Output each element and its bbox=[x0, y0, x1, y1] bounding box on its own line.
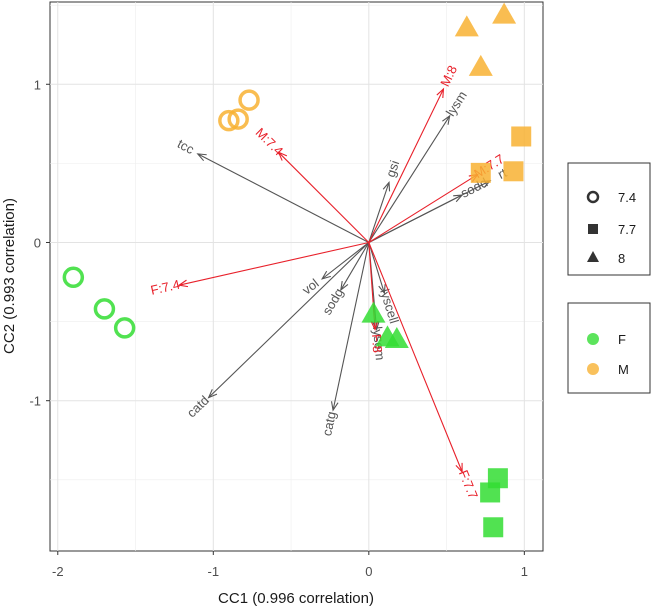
gray-vector-arrowhead bbox=[320, 270, 331, 280]
point-circle bbox=[227, 108, 249, 130]
red-vector-arrowhead bbox=[436, 87, 445, 99]
point-circle bbox=[238, 89, 260, 111]
x-tick-label: 1 bbox=[521, 564, 528, 579]
point-circle bbox=[62, 266, 85, 289]
x-tick-label: 0 bbox=[365, 564, 372, 579]
point-square bbox=[480, 482, 501, 503]
legend-label-m: M bbox=[618, 362, 629, 377]
legend-label-8: 8 bbox=[618, 251, 625, 266]
point-circle bbox=[93, 298, 116, 320]
gray-vector-arrow bbox=[340, 242, 370, 291]
gray-vector-arrowhead bbox=[196, 153, 207, 162]
gray-vector-arrow bbox=[208, 242, 370, 398]
gray-vector-arrowhead bbox=[378, 284, 386, 295]
red-vector-arrowhead bbox=[277, 151, 288, 161]
point-square bbox=[503, 161, 524, 182]
legend-f-dot-icon bbox=[587, 333, 599, 345]
legend-circle-icon bbox=[586, 190, 600, 204]
y-axis-title: CC2 (0.993 correlation) bbox=[1, 198, 18, 354]
gray-vector-arrowhead bbox=[382, 180, 391, 192]
red-vector-arrow bbox=[178, 241, 369, 286]
legend-square-icon bbox=[588, 224, 598, 234]
y-tick-label: 1 bbox=[34, 77, 41, 92]
point-triangle bbox=[454, 15, 479, 37]
color-legend: F M bbox=[567, 302, 651, 394]
red-vector-arrow bbox=[368, 173, 478, 243]
data-points bbox=[62, 2, 532, 538]
gray-vector-arrowhead bbox=[340, 280, 349, 292]
legend-label-7-7: 7.7 bbox=[618, 222, 636, 237]
gray-vector-arrow bbox=[321, 242, 370, 280]
shape-legend: 7.4 7.7 8 bbox=[567, 162, 651, 276]
point-square bbox=[483, 517, 504, 538]
point-triangle bbox=[492, 2, 517, 24]
point-triangle bbox=[361, 301, 386, 323]
point-square bbox=[511, 126, 532, 147]
gray-vector-arrowhead bbox=[372, 320, 380, 331]
legend-triangle-icon bbox=[587, 251, 599, 262]
point-square bbox=[470, 162, 491, 183]
red-vector-arrowhead bbox=[370, 320, 379, 331]
x-tick-label: -1 bbox=[208, 564, 220, 579]
red-vector-arrow bbox=[278, 151, 370, 243]
legend-label-7-4: 7.4 bbox=[618, 190, 636, 205]
y-tick-label: -1 bbox=[29, 394, 41, 409]
red-vector-arrow bbox=[368, 242, 463, 473]
x-axis-title: CC1 (0.996 correlation) bbox=[218, 590, 374, 607]
point-circle bbox=[113, 317, 136, 339]
point-circle bbox=[218, 109, 240, 132]
color-legend-box bbox=[567, 302, 651, 394]
red-vector-arrowhead bbox=[455, 462, 463, 474]
gray-vector-arrowhead bbox=[442, 114, 451, 125]
red-vector-label: F:7.4 bbox=[149, 277, 181, 298]
legend-m-dot-icon bbox=[587, 363, 599, 375]
plot-panel bbox=[49, 1, 544, 552]
axis-ticks: -2 -1 0 1 -1 0 1 bbox=[29, 77, 528, 579]
gray-vector-arrowhead bbox=[330, 401, 339, 412]
x-tick-label: -2 bbox=[52, 564, 64, 579]
gray-vector-arrow bbox=[368, 115, 451, 243]
gray-vector-arrow bbox=[368, 182, 390, 243]
gray-vector-label: catg bbox=[319, 410, 339, 437]
gray-vector-arrow bbox=[197, 153, 370, 243]
gray-vector-arrow bbox=[368, 180, 491, 243]
grid-lines bbox=[50, 2, 543, 551]
point-triangle bbox=[468, 54, 493, 76]
gray-vector-arrowhead bbox=[207, 389, 218, 399]
y-tick-label: 0 bbox=[34, 235, 41, 250]
gray-vector-label: tcc bbox=[175, 136, 197, 157]
gray-vector-arrow bbox=[332, 242, 370, 411]
red-vector-arrowhead bbox=[177, 279, 189, 288]
point-triangle bbox=[384, 326, 409, 348]
gray-vector-label: gsi bbox=[383, 158, 403, 179]
shape-legend-box bbox=[567, 162, 651, 276]
red-vector-arrow bbox=[368, 88, 444, 243]
gray-vector-arrow bbox=[368, 242, 385, 294]
legend-label-f: F bbox=[618, 332, 626, 347]
